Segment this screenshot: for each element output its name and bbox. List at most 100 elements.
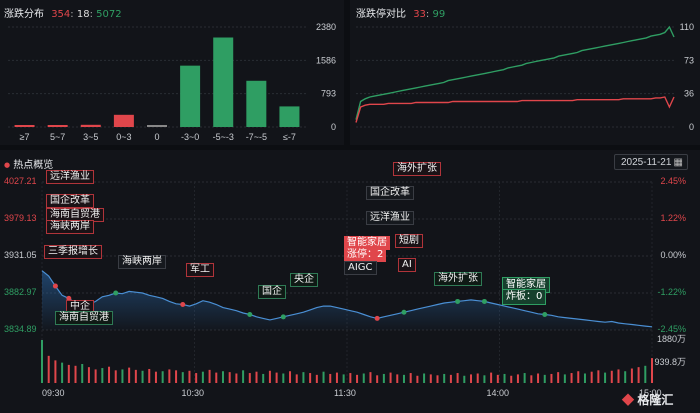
price-ytick: 3834.89 xyxy=(4,324,37,334)
hotspot-tag[interactable]: 国企改革 xyxy=(366,186,414,200)
event-marker xyxy=(481,298,487,304)
volume-bar xyxy=(396,374,399,383)
dist-xtick: 0 xyxy=(154,132,159,142)
volume-bar xyxy=(416,375,419,383)
hotspot-tag[interactable]: 军工 xyxy=(186,263,214,277)
hotspot-tag[interactable]: 短剧 xyxy=(395,234,423,248)
hotspot-tag[interactable]: 海峡两岸 xyxy=(46,220,94,234)
volume-bar xyxy=(436,375,439,383)
hotspot-tag[interactable]: AIGC xyxy=(344,261,377,275)
event-marker xyxy=(113,290,119,296)
volume-bar xyxy=(516,374,519,383)
volume-bar xyxy=(275,372,278,383)
volume-bar xyxy=(242,370,245,383)
flat-count: 18 xyxy=(76,9,90,20)
dist-ytick: 2380 xyxy=(316,22,336,32)
hotspot-tag[interactable]: 涨停：2 xyxy=(344,248,387,262)
volume-bar xyxy=(41,340,43,383)
hotspot-tag[interactable]: 远洋渔业 xyxy=(46,170,94,184)
volume-bar xyxy=(651,358,653,383)
calendar-icon[interactable]: ▦ xyxy=(673,157,683,168)
event-marker xyxy=(52,283,58,289)
volume-bar xyxy=(537,373,540,383)
volume-bar xyxy=(583,373,586,383)
volume-bar xyxy=(597,370,600,383)
limit-title: 涨跌停对比 33: 99 xyxy=(356,5,445,20)
dist-xtick: 0~3 xyxy=(116,132,131,142)
hotspot-tag[interactable]: 三季报增长 xyxy=(44,245,102,259)
volume-bar xyxy=(114,370,117,383)
hotspot-tag[interactable]: 央企 xyxy=(290,273,318,287)
volume-bar xyxy=(617,369,620,383)
volume-bar xyxy=(483,375,486,383)
volume-bar xyxy=(282,373,285,383)
dist-xtick: 3~5 xyxy=(83,132,98,142)
dist-xtick: 5~7 xyxy=(50,132,65,142)
volume-bar xyxy=(449,374,452,383)
hotspot-tag[interactable]: 海峡两岸 xyxy=(118,255,166,269)
index-line xyxy=(41,270,653,328)
pct-ytick: 1.22% xyxy=(660,213,686,223)
limit-down-count: 99 xyxy=(432,9,446,20)
hotspot-tag[interactable]: 远洋渔业 xyxy=(366,211,414,225)
volume-bar xyxy=(476,373,479,383)
volume-bar xyxy=(168,369,171,383)
dist-bar xyxy=(246,80,267,127)
logo-icon: ◆ xyxy=(622,393,635,407)
down-count: 5072 xyxy=(96,9,122,20)
dist-xtick: -7~-5 xyxy=(246,132,267,142)
volume-bar xyxy=(268,370,271,383)
dist-bar xyxy=(80,124,101,127)
price-ytick: 3882.97 xyxy=(4,287,37,297)
volume-bar xyxy=(108,366,111,383)
volume-bar xyxy=(356,374,359,383)
index-area xyxy=(42,270,652,330)
dist-xtick: ≤-7 xyxy=(283,132,296,142)
dist-bar xyxy=(180,65,201,127)
limit-up-count: 33 xyxy=(413,9,426,20)
volume-bar xyxy=(630,368,633,383)
volume-bar xyxy=(376,375,379,383)
volume-bar xyxy=(624,371,627,383)
volume-bar xyxy=(215,372,218,383)
volume-bar xyxy=(637,367,640,383)
volume-bar xyxy=(302,372,305,383)
volume-bar xyxy=(201,371,204,383)
volume-bar xyxy=(195,373,198,383)
hotspot-tag[interactable]: 智能家居 xyxy=(344,236,390,250)
volume-bar xyxy=(470,374,473,383)
limit-panel: 涨跌停对比 33: 99 110 73 36 0 xyxy=(350,0,700,145)
distribution-title-text: 涨跌分布 xyxy=(4,9,44,20)
dist-xtick: -3~0 xyxy=(181,132,199,142)
volume-bar xyxy=(523,373,526,383)
dist-bar xyxy=(113,114,134,127)
volume-bar xyxy=(557,372,560,383)
date-picker[interactable]: 2025-11-21 ▦ xyxy=(614,154,688,170)
hotspot-tag[interactable]: 海外扩张 xyxy=(434,272,482,286)
volume-bar xyxy=(128,367,131,383)
dist-bar xyxy=(147,125,167,127)
event-marker xyxy=(66,295,72,301)
time-xtick: 14:00 xyxy=(486,388,510,398)
volume-bar xyxy=(335,372,338,383)
distribution-title: 涨跌分布 354: 18: 5072 xyxy=(4,5,122,20)
hotspot-panel: ● 热点概览 xyxy=(0,150,700,413)
volume-bar xyxy=(429,374,432,383)
hotspot-tag[interactable]: 国企改革 xyxy=(46,194,94,208)
volume-bar xyxy=(362,373,365,383)
volume-bar xyxy=(228,372,231,383)
dist-bar xyxy=(279,106,300,127)
price-ytick: 4027.21 xyxy=(4,176,37,186)
hotspot-tag[interactable]: 海南自贸港 xyxy=(55,311,113,325)
hotspot-tag[interactable]: 国企 xyxy=(258,285,286,299)
hotspot-tag[interactable]: 海外扩张 xyxy=(393,162,441,176)
hotspot-tag[interactable]: 炸板：0 xyxy=(502,289,547,305)
hotspot-marker-icon: ● xyxy=(4,161,11,169)
volume-bar xyxy=(309,373,312,383)
time-xtick: 09:30 xyxy=(42,388,65,398)
volume-bar xyxy=(423,373,426,383)
dist-bar xyxy=(14,125,35,127)
hotspot-tag[interactable]: AI xyxy=(398,258,416,272)
limit-ytick: 110 xyxy=(680,22,694,32)
